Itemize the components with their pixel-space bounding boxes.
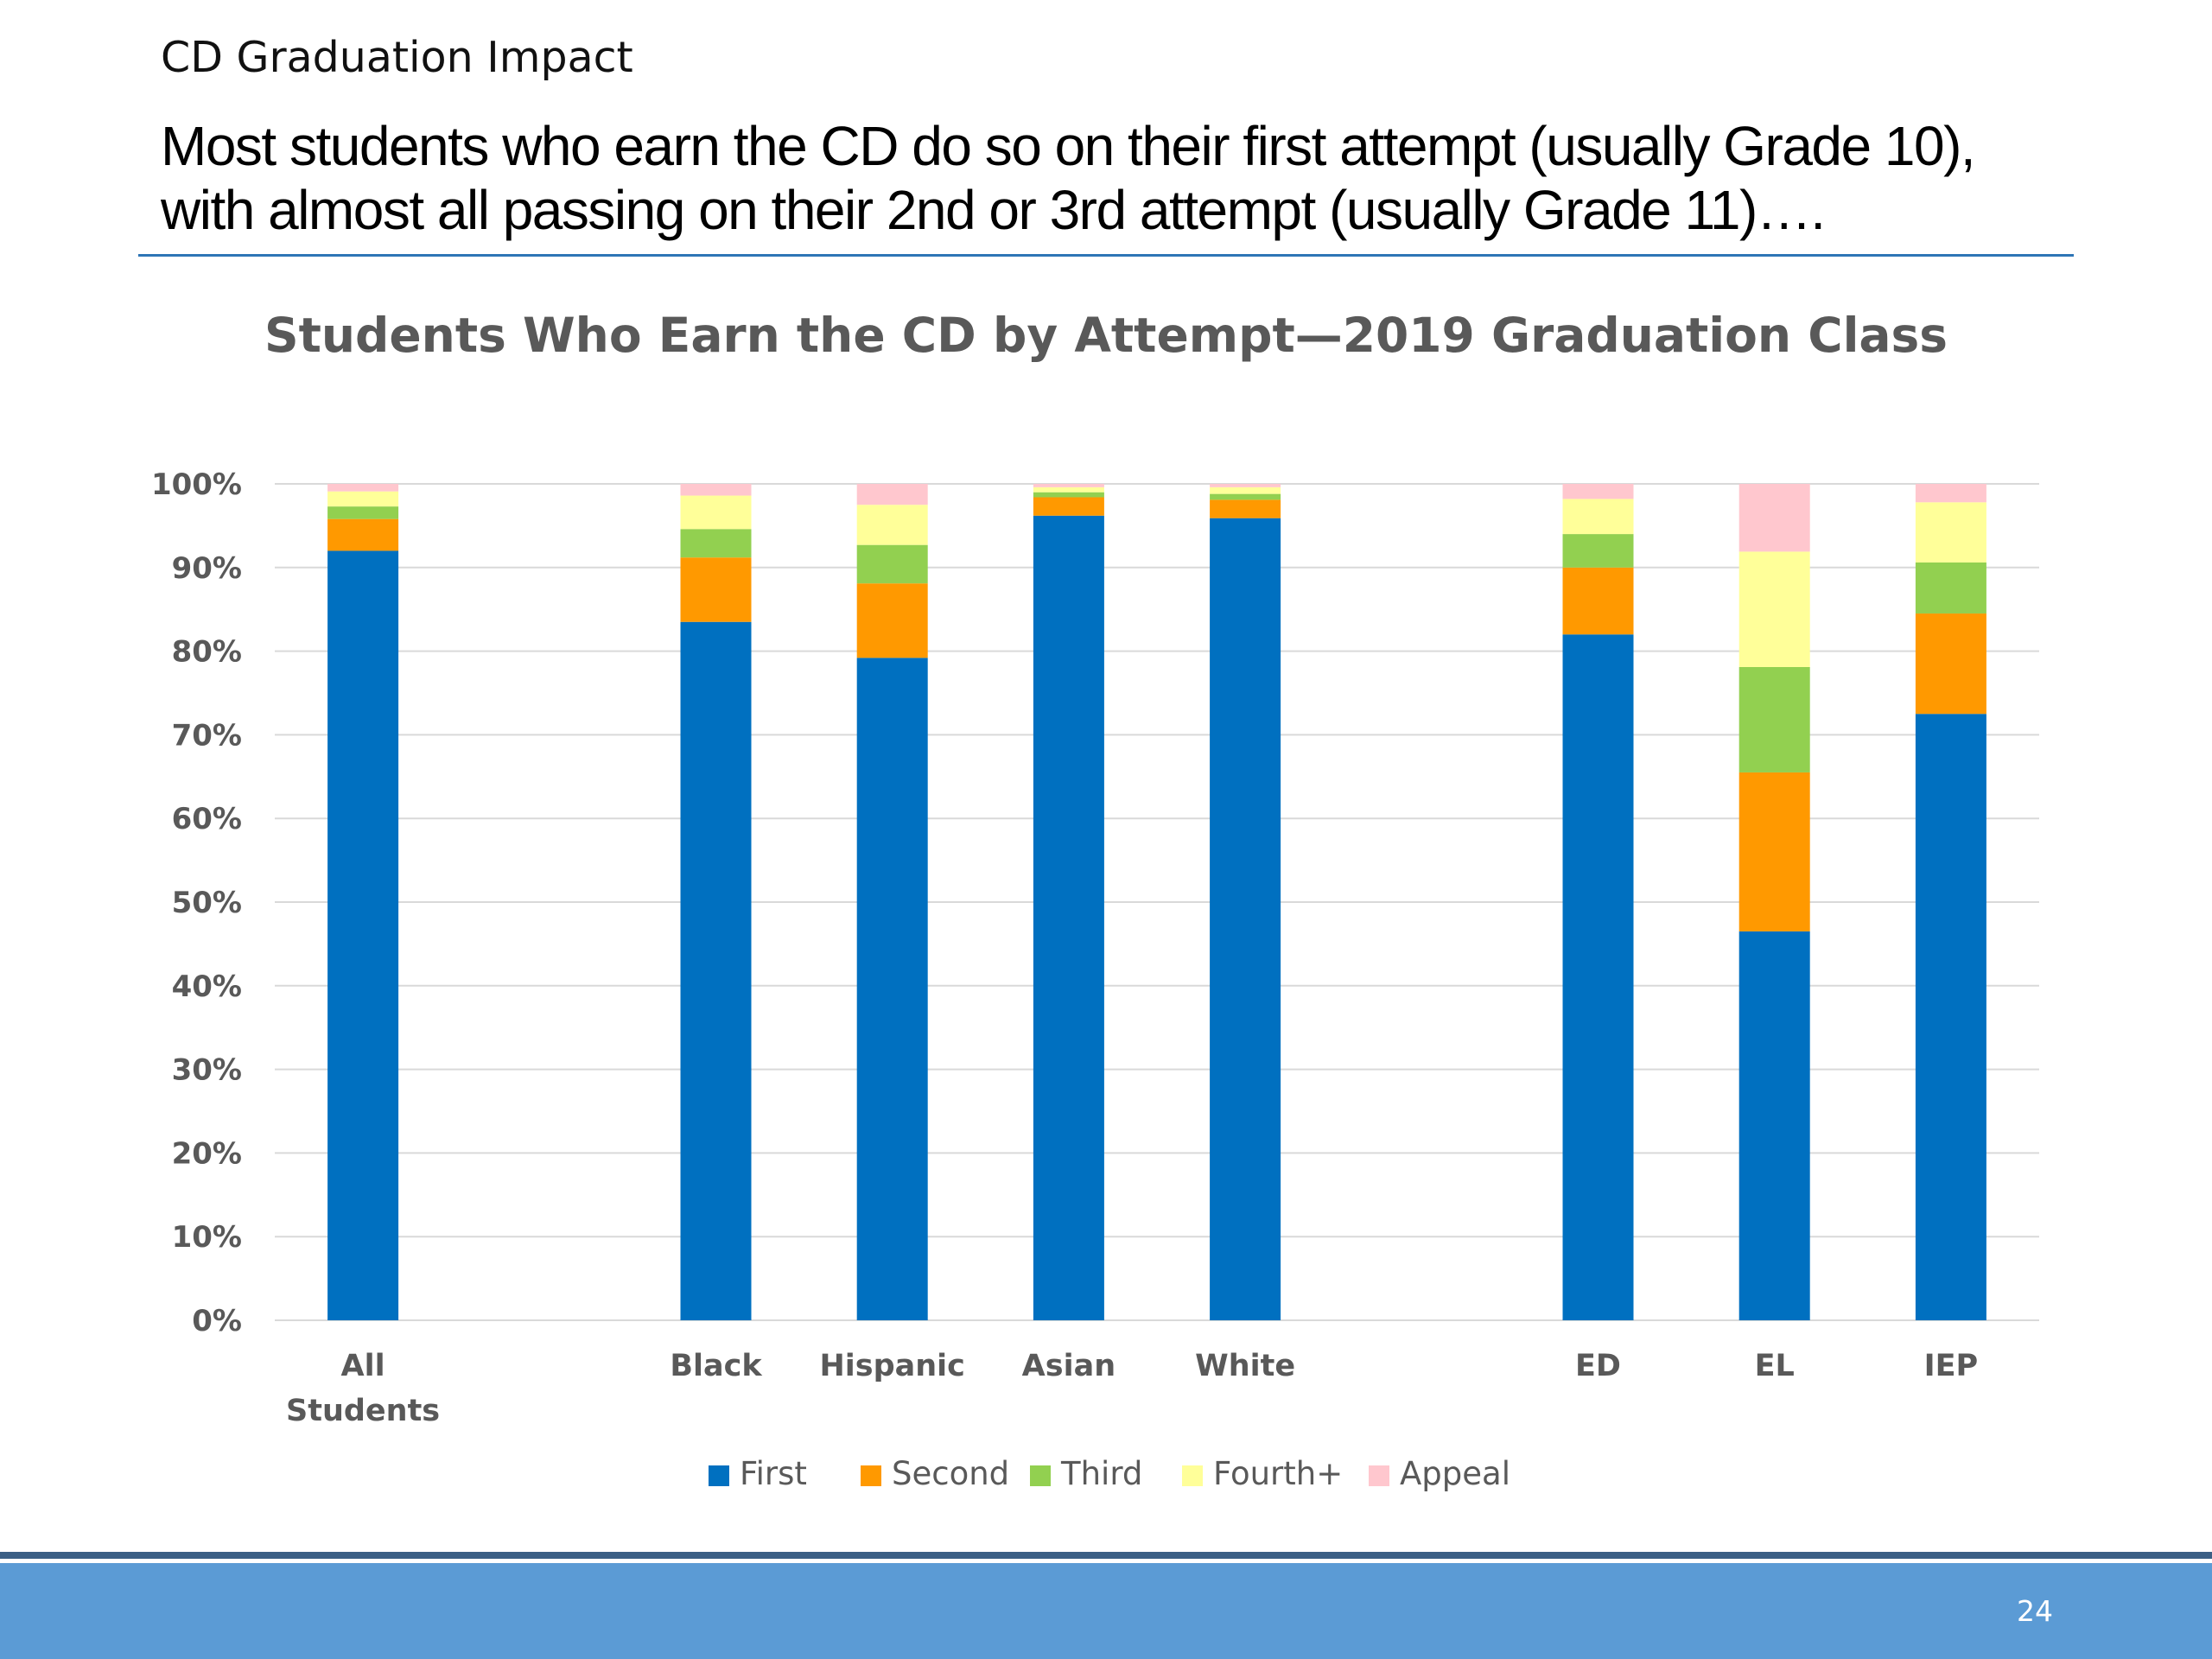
y-tick-label: 70% xyxy=(172,718,242,753)
bar-second-asian xyxy=(1033,497,1104,516)
bar-appeal-asian xyxy=(1033,484,1104,487)
y-tick-label: 60% xyxy=(172,802,242,836)
bar-first-iep xyxy=(1915,714,1986,1320)
stacked-bar-chart: Students Who Earn the CD by Attempt—2019… xyxy=(151,308,2039,1492)
page-number: 24 xyxy=(2017,1594,2053,1628)
bar-fourth-white xyxy=(1210,486,1281,494)
bar-second-el xyxy=(1738,772,1810,931)
bar-fourth-el xyxy=(1738,551,1810,667)
slide-headline: Most students who earn the CD do so on t… xyxy=(161,114,2062,242)
bar-appeal-iep xyxy=(1915,484,1986,503)
x-tick-label: Asian xyxy=(1022,1349,1116,1383)
bar-fourth-black xyxy=(680,495,752,530)
y-tick-label: 80% xyxy=(172,635,242,670)
headline-line-1: Most students who earn the CD do so on t… xyxy=(161,115,1976,177)
x-tick-label: ED xyxy=(1575,1349,1621,1383)
footer-gap xyxy=(0,1559,2212,1563)
bar-third-el xyxy=(1738,666,1810,772)
bar-first-all-students xyxy=(327,550,399,1320)
bar-fourth-iep xyxy=(1915,502,1986,563)
x-tick-label: White xyxy=(1195,1349,1295,1383)
bar-appeal-el xyxy=(1738,484,1810,552)
y-tick-label: 10% xyxy=(172,1220,242,1255)
legend-swatch-appeal xyxy=(1369,1465,1389,1486)
y-tick-label: 0% xyxy=(192,1304,242,1338)
bar-appeal-hispanic xyxy=(856,484,928,505)
bar-first-white xyxy=(1210,518,1281,1320)
legend-swatch-third xyxy=(1030,1465,1051,1486)
bar-first-el xyxy=(1738,931,1810,1320)
bar-third-asian xyxy=(1033,492,1104,498)
bar-second-black xyxy=(680,557,752,622)
bar-second-white xyxy=(1210,499,1281,518)
legend-swatch-fourth xyxy=(1182,1465,1203,1486)
y-tick-label: 90% xyxy=(172,551,242,586)
legend-swatch-second xyxy=(861,1465,881,1486)
y-tick-label: 30% xyxy=(172,1053,242,1088)
section-label: CD Graduation Impact xyxy=(161,33,633,82)
bar-second-ed xyxy=(1562,567,1634,635)
legend-label-second: Second xyxy=(892,1455,1009,1492)
bar-third-all-students xyxy=(327,506,399,519)
bar-second-iep xyxy=(1915,613,1986,715)
x-tick-label: Black xyxy=(670,1349,762,1383)
legend-label-fourth: Fourth+ xyxy=(1213,1455,1343,1492)
bar-third-white xyxy=(1210,493,1281,500)
y-tick-label: 40% xyxy=(172,969,242,1004)
bar-third-black xyxy=(680,529,752,558)
legend-label-appeal: Appeal xyxy=(1400,1455,1510,1492)
y-tick-label: 50% xyxy=(172,886,242,920)
x-tick-label: IEP xyxy=(1924,1349,1979,1383)
x-tick-label: EL xyxy=(1755,1349,1795,1383)
y-tick-label: 100% xyxy=(151,467,242,502)
bar-fourth-asian xyxy=(1033,486,1104,493)
bar-first-hispanic xyxy=(856,658,928,1320)
bar-fourth-all-students xyxy=(327,491,399,507)
title-divider xyxy=(138,254,2074,257)
legend-label-third: Third xyxy=(1060,1455,1142,1492)
legend-label-first: First xyxy=(740,1455,807,1492)
y-tick-label: 20% xyxy=(172,1136,242,1171)
bar-fourth-ed xyxy=(1562,499,1634,535)
bar-appeal-ed xyxy=(1562,484,1634,499)
bar-second-hispanic xyxy=(856,583,928,658)
x-tick-label: All Students xyxy=(286,1349,440,1428)
x-tick-label: Hispanic xyxy=(819,1349,964,1383)
bar-first-ed xyxy=(1562,634,1634,1320)
headline-line-2: with almost all passing on their 2nd or … xyxy=(161,179,1826,241)
bar-appeal-white xyxy=(1210,484,1281,487)
bar-third-iep xyxy=(1915,562,1986,614)
chart-title: Students Who Earn the CD by Attempt—2019… xyxy=(264,308,1948,363)
bar-second-all-students xyxy=(327,518,399,551)
legend-swatch-first xyxy=(709,1465,729,1486)
bar-first-asian xyxy=(1033,515,1104,1320)
bar-appeal-black xyxy=(680,484,752,496)
bar-third-ed xyxy=(1562,534,1634,568)
bar-first-black xyxy=(680,621,752,1320)
footer-bar xyxy=(0,1563,2212,1659)
bar-appeal-all-students xyxy=(327,484,399,492)
bar-fourth-hispanic xyxy=(856,505,928,545)
bar-third-hispanic xyxy=(856,544,928,584)
footer-rule xyxy=(0,1552,2212,1559)
